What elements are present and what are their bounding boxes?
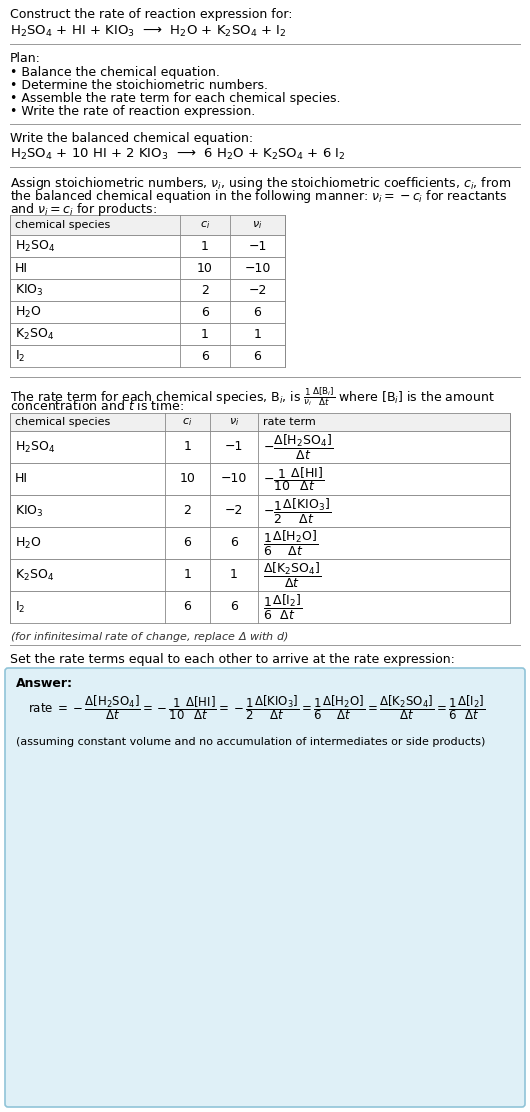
Text: H$_2$O: H$_2$O [15,536,41,550]
Text: 6: 6 [201,349,209,363]
Text: −2: −2 [225,505,243,517]
Text: (for infinitesimal rate of change, replace Δ with $d$): (for infinitesimal rate of change, repla… [10,631,289,644]
Text: Plan:: Plan: [10,52,41,64]
Text: HI: HI [15,473,28,486]
Text: K$_2$SO$_4$: K$_2$SO$_4$ [15,567,54,583]
Text: • Balance the chemical equation.: • Balance the chemical equation. [10,66,220,79]
Text: and $\nu_i = c_i$ for products:: and $\nu_i = c_i$ for products: [10,201,157,218]
Text: $c_i$: $c_i$ [182,416,192,428]
Text: 6: 6 [230,536,238,549]
Bar [10,345,285,367]
Text: H$_2$SO$_4$ + HI + KIO$_3$  ⟶  H$_2$O + K$_2$SO$_4$ + I$_2$: H$_2$SO$_4$ + HI + KIO$_3$ ⟶ H$_2$O + K$… [10,24,287,39]
Text: H$_2$SO$_4$ + 10 HI + 2 KIO$_3$  ⟶  6 H$_2$O + K$_2$SO$_4$ + 6 I$_2$: H$_2$SO$_4$ + 10 HI + 2 KIO$_3$ ⟶ 6 H$_2… [10,147,346,162]
Text: $\dfrac{\Delta[\mathrm{K_2SO_4}]}{\Delta t}$: $\dfrac{\Delta[\mathrm{K_2SO_4}]}{\Delta… [263,560,321,589]
Text: 2: 2 [183,505,191,517]
Text: rate $= -\dfrac{\Delta[\mathrm{H_2SO_4}]}{\Delta t} = -\dfrac{1}{10}\dfrac{\Delt: rate $= -\dfrac{\Delta[\mathrm{H_2SO_4}]… [28,693,485,722]
Text: −2: −2 [249,284,267,297]
Text: 6: 6 [183,536,191,549]
Text: the balanced chemical equation in the following manner: $\nu_i = -c_i$ for react: the balanced chemical equation in the fo… [10,188,508,205]
Text: $\nu_i$: $\nu_i$ [252,219,263,231]
Bar [10,322,285,345]
Text: rate term: rate term [263,417,316,427]
Text: $-\dfrac{\Delta[\mathrm{H_2SO_4}]}{\Delta t}$: $-\dfrac{\Delta[\mathrm{H_2SO_4}]}{\Delt… [263,433,333,461]
Text: HI: HI [15,261,28,275]
Text: $\dfrac{1}{6}\dfrac{\Delta[\mathrm{I_2}]}{\Delta t}$: $\dfrac{1}{6}\dfrac{\Delta[\mathrm{I_2}]… [263,593,303,622]
Bar [10,527,510,559]
Text: $c_i$: $c_i$ [200,219,210,231]
FancyBboxPatch shape [5,668,525,1108]
Bar [10,279,285,301]
Bar [10,235,285,257]
Text: Set the rate terms equal to each other to arrive at the rate expression:: Set the rate terms equal to each other t… [10,653,455,666]
Text: chemical species: chemical species [15,417,110,427]
Bar [10,301,285,322]
Text: 1: 1 [201,328,209,340]
Text: 10: 10 [180,473,196,486]
Text: K$_2$SO$_4$: K$_2$SO$_4$ [15,327,54,341]
Text: 1: 1 [183,568,191,582]
Text: • Assemble the rate term for each chemical species.: • Assemble the rate term for each chemic… [10,92,340,105]
Text: $-\dfrac{1}{10}\dfrac{\Delta[\mathrm{HI}]}{\Delta t}$: $-\dfrac{1}{10}\dfrac{\Delta[\mathrm{HI}… [263,465,324,493]
Text: −1: −1 [225,440,243,454]
Bar [10,559,510,590]
Text: 6: 6 [201,306,209,318]
Text: • Determine the stoichiometric numbers.: • Determine the stoichiometric numbers. [10,79,268,92]
Text: 1: 1 [230,568,238,582]
Bar [10,215,285,235]
Text: The rate term for each chemical species, B$_i$, is $\frac{1}{\nu_i}\frac{\Delta[: The rate term for each chemical species,… [10,385,495,408]
Bar [10,413,510,431]
Text: 6: 6 [253,306,261,318]
Text: H$_2$SO$_4$: H$_2$SO$_4$ [15,439,55,455]
Text: 1: 1 [183,440,191,454]
Bar [10,495,510,527]
Text: 6: 6 [230,600,238,614]
Text: 2: 2 [201,284,209,297]
Text: $\dfrac{1}{6}\dfrac{\Delta[\mathrm{H_2O}]}{\Delta t}$: $\dfrac{1}{6}\dfrac{\Delta[\mathrm{H_2O}… [263,528,318,557]
Text: 6: 6 [253,349,261,363]
Text: Assign stoichiometric numbers, $\nu_i$, using the stoichiometric coefficients, $: Assign stoichiometric numbers, $\nu_i$, … [10,175,511,192]
Bar [10,257,285,279]
Text: 6: 6 [183,600,191,614]
Text: concentration and $t$ is time:: concentration and $t$ is time: [10,399,184,413]
Text: $-\dfrac{1}{2}\dfrac{\Delta[\mathrm{KIO_3}]}{\Delta t}$: $-\dfrac{1}{2}\dfrac{\Delta[\mathrm{KIO_… [263,496,331,526]
Bar [10,590,510,623]
Text: 1: 1 [201,239,209,252]
Text: H$_2$SO$_4$: H$_2$SO$_4$ [15,238,55,254]
Text: Construct the rate of reaction expression for:: Construct the rate of reaction expressio… [10,8,293,21]
Text: • Write the rate of reaction expression.: • Write the rate of reaction expression. [10,105,255,118]
Bar [10,463,510,495]
Text: Write the balanced chemical equation:: Write the balanced chemical equation: [10,132,253,145]
Text: −10: −10 [244,261,271,275]
Text: H$_2$O: H$_2$O [15,305,41,319]
Text: −1: −1 [249,239,267,252]
Text: (assuming constant volume and no accumulation of intermediates or side products): (assuming constant volume and no accumul… [16,737,485,747]
Text: KIO$_3$: KIO$_3$ [15,282,43,298]
Text: KIO$_3$: KIO$_3$ [15,504,43,518]
Bar [10,431,510,463]
Text: Answer:: Answer: [16,677,73,691]
Text: I$_2$: I$_2$ [15,348,25,364]
Text: 1: 1 [253,328,261,340]
Text: I$_2$: I$_2$ [15,599,25,615]
Text: chemical species: chemical species [15,220,110,230]
Text: 10: 10 [197,261,213,275]
Text: $\nu_i$: $\nu_i$ [229,416,239,428]
Text: −10: −10 [221,473,247,486]
